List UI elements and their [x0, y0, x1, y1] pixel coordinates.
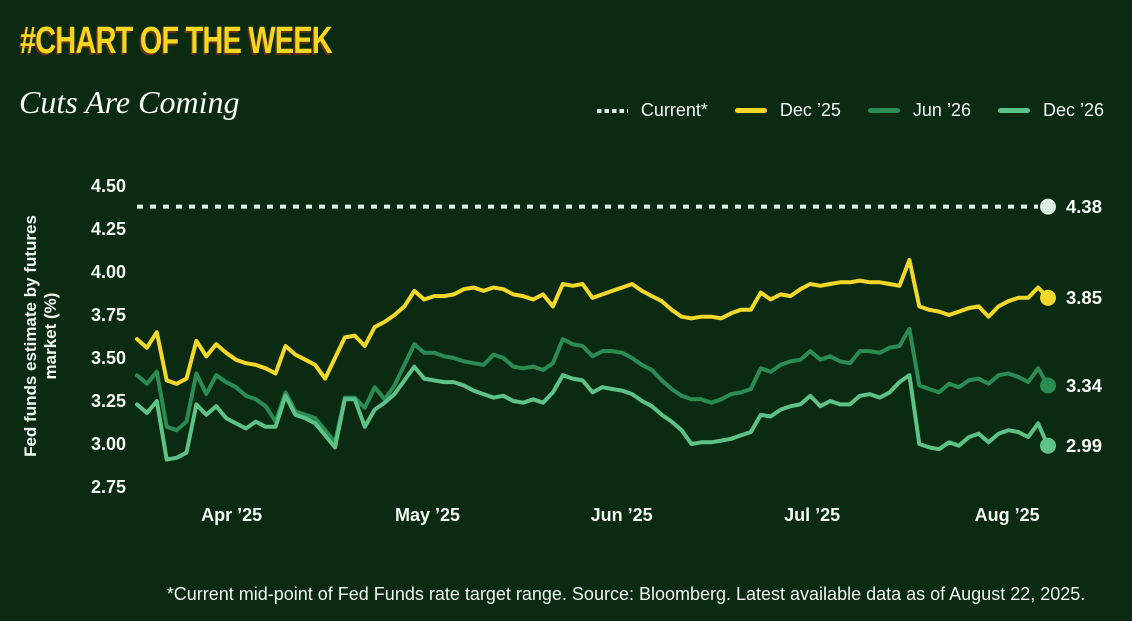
legend-swatch-solid-line-icon — [734, 108, 767, 113]
legend-item-current: Current* — [596, 100, 708, 121]
x-tick-label: Apr ’25 — [201, 505, 263, 525]
chart-legend: Current* Dec ’25 Jun ’26 Dec ’26 — [596, 100, 1104, 121]
y-axis-title-line-2: market (%) — [41, 292, 60, 380]
series-end-value-dec-25: 3.85 — [1066, 286, 1103, 308]
y-tick-label: 3.00 — [90, 434, 126, 454]
series-end-dot-jun-26 — [1040, 377, 1056, 394]
y-tick-label: 2.75 — [90, 477, 126, 497]
legend-item-dec-26: Dec ’26 — [997, 100, 1104, 121]
series-end-value-jun-26: 3.34 — [1066, 374, 1103, 396]
y-tick-label: 3.50 — [90, 348, 126, 368]
series-line-dec-25 — [135, 258, 1050, 386]
source-note: *Current mid-point of Fed Funds rate tar… — [166, 584, 1086, 604]
series-end-dot-dec-25 — [1040, 289, 1056, 306]
y-axis-title: Fed funds estimate by futures market (%) — [21, 215, 61, 457]
x-tick-label: Jul ’25 — [784, 505, 841, 525]
y-tick-label: 4.25 — [90, 219, 126, 239]
y-tick-label: 3.75 — [90, 305, 126, 325]
y-tick-label: 4.00 — [90, 262, 126, 282]
x-tick-label: Aug ’25 — [974, 505, 1040, 525]
legend-swatch-solid-line-icon — [997, 108, 1030, 113]
x-tick-label: Jun ’25 — [590, 505, 653, 525]
series-end-dot-dec-26 — [1040, 437, 1056, 454]
legend-label: Dec ’26 — [1042, 100, 1104, 120]
kicker-heading: #CHART OF THE WEEK — [20, 20, 333, 62]
legend-item-jun-26: Jun ’26 — [867, 100, 971, 121]
y-tick-label: 3.25 — [90, 391, 126, 411]
plot-area — [135, 198, 1056, 462]
legend-swatch-dotted-line-icon — [596, 108, 628, 113]
y-axis-title-line-1: Fed funds estimate by futures — [21, 215, 40, 457]
series-end-dot-current — [1040, 198, 1056, 215]
series-end-value-current: 4.38 — [1066, 195, 1103, 217]
legend-label: Dec ’25 — [779, 100, 841, 120]
y-tick-label: 4.50 — [90, 176, 126, 196]
legend-label: Current* — [640, 100, 708, 120]
series-line-dec-26 — [135, 364, 1050, 462]
series-end-value-dec-26: 2.99 — [1066, 434, 1103, 456]
page-title: Cuts Are Coming — [19, 84, 240, 120]
legend-label: Jun ’26 — [912, 100, 971, 120]
x-tick-label: May ’25 — [395, 505, 461, 525]
legend-item-dec-25: Dec ’25 — [734, 100, 841, 121]
legend-swatch-solid-line-icon — [867, 108, 900, 113]
